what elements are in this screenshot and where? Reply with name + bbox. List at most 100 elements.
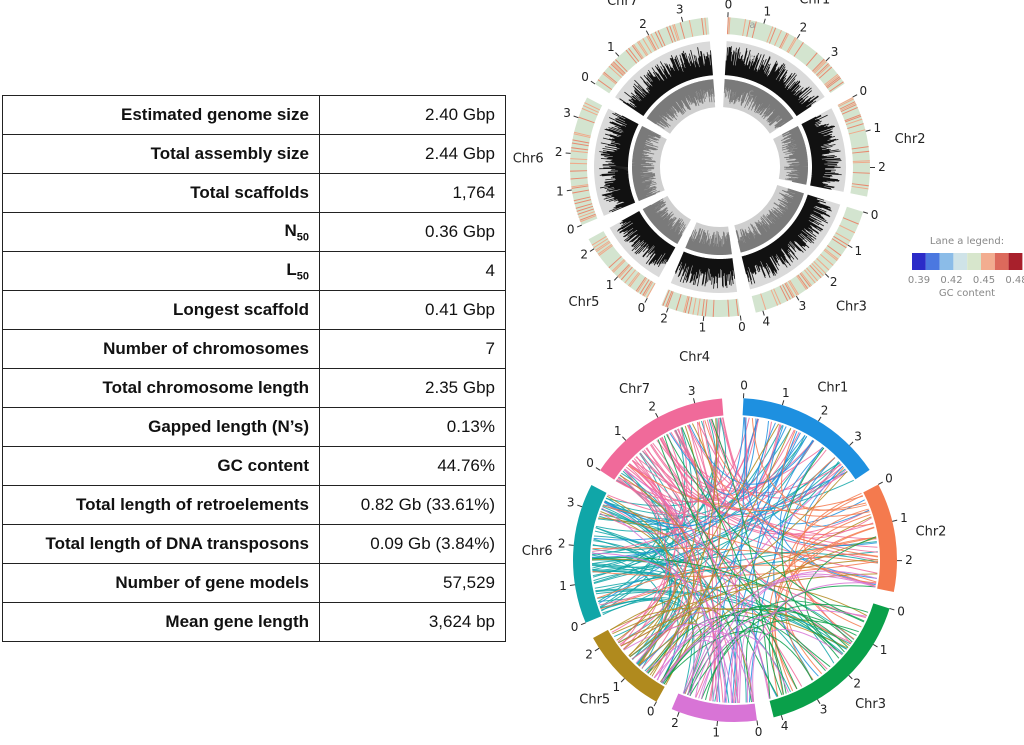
tick-label: 3 [799,299,807,313]
table-row: Total length of DNA transposons 0.09 Gb (… [2,524,506,564]
link [645,631,754,702]
table-row: Total length of retroelements 0.82 Gb (33… [2,485,506,525]
label-subscript: 50 [296,270,309,283]
link [591,461,840,563]
gc-lane [588,231,656,299]
label-text: Total scaffolds [190,183,309,202]
link [751,418,868,511]
label-text: Total chromosome length [102,378,309,397]
chromosome-label: Chr1 [799,0,830,8]
gc-stripe [573,133,591,138]
tick-label: 3 [820,702,828,716]
gc-stripe [774,29,782,46]
stats-table: Estimated genome size 2.40 Gbp Total assem… [2,95,506,642]
chromosome-label: Chr3 [836,299,867,314]
gc-stripe [746,19,751,37]
label-text: Gapped length (N’s) [148,417,309,436]
gc-stripe [735,298,739,316]
gc-stripe [688,20,694,37]
gc-stripe [809,264,822,279]
gc-stripe [611,259,625,272]
tick-label: 2 [639,17,647,31]
lane-label: b [749,53,755,64]
gc-stripe [608,65,622,79]
gc-stripe [597,244,613,255]
lane-c-histogram [631,125,662,202]
tick-label: 1 [874,121,882,135]
gc-stripe [675,294,682,311]
gc-stripe [638,40,649,56]
gc-stripe [692,297,697,315]
gc-stripe [726,17,729,35]
table-row: Longest scaffold 0.41 Gbp [2,290,506,330]
tick-mark [817,699,821,704]
link [773,514,871,692]
gc-stripe [793,42,804,57]
lane-b-histogram [801,114,842,190]
tick-mark [878,481,883,485]
tick-mark [569,584,575,587]
tick-label: 1 [607,40,615,54]
table-row: Number of gene models 57,529 [2,563,506,603]
link [597,591,690,684]
gc-stripe [816,258,830,271]
lane-b-histogram [617,211,676,268]
link [730,575,876,703]
gc-stripe [576,205,594,212]
link [612,573,878,635]
link [598,471,848,604]
gc-stripe [571,142,589,147]
gc-stripe [624,269,636,284]
link [701,626,784,700]
gc-stripe [704,17,708,35]
link [681,427,798,690]
tick-label: 1 [614,424,622,438]
legend-tick-label: 0.45 [973,275,995,286]
link [647,614,826,674]
tick-label: 1 [900,511,908,525]
tick-mark [692,398,696,404]
link [660,437,870,535]
link [711,418,771,699]
gc-stripe [571,184,589,188]
gc-stripe [833,235,849,246]
legend-swatch [1008,253,1023,270]
link [752,582,877,702]
gc-stripe [610,63,624,76]
gc-stripe [818,66,833,79]
lane-b-histogram [741,194,832,285]
row-value: 44.76% [319,446,506,486]
gc-stripe [806,267,819,282]
legend-swatch [981,253,995,270]
tick-mark [762,310,765,316]
link [592,560,879,577]
gc-stripe [852,160,870,162]
link [661,630,813,684]
link [670,431,842,494]
link [639,453,848,511]
link [686,424,722,701]
link [596,564,877,599]
label-text: N [284,220,297,240]
tick-label: 0 [567,222,575,236]
legend-swatch [953,253,968,270]
link [781,430,874,528]
link [751,432,801,697]
link [704,420,870,517]
link [647,423,721,674]
gc-stripe [727,299,730,317]
tick-label: 1 [556,184,564,198]
tick-label: 1 [699,321,707,335]
lane-c-histogram [642,198,686,244]
gc-stripe [629,272,641,288]
tick-label: 2 [905,553,913,567]
gc-stripe [800,272,812,287]
link [627,464,864,512]
tick-label: 2 [580,248,588,262]
tick-label: 0 [638,301,646,315]
gc-stripe [779,285,789,302]
legend-swatch [994,253,1009,270]
gc-stripe [570,158,588,161]
link [666,434,865,622]
gc-stripe [611,62,625,75]
